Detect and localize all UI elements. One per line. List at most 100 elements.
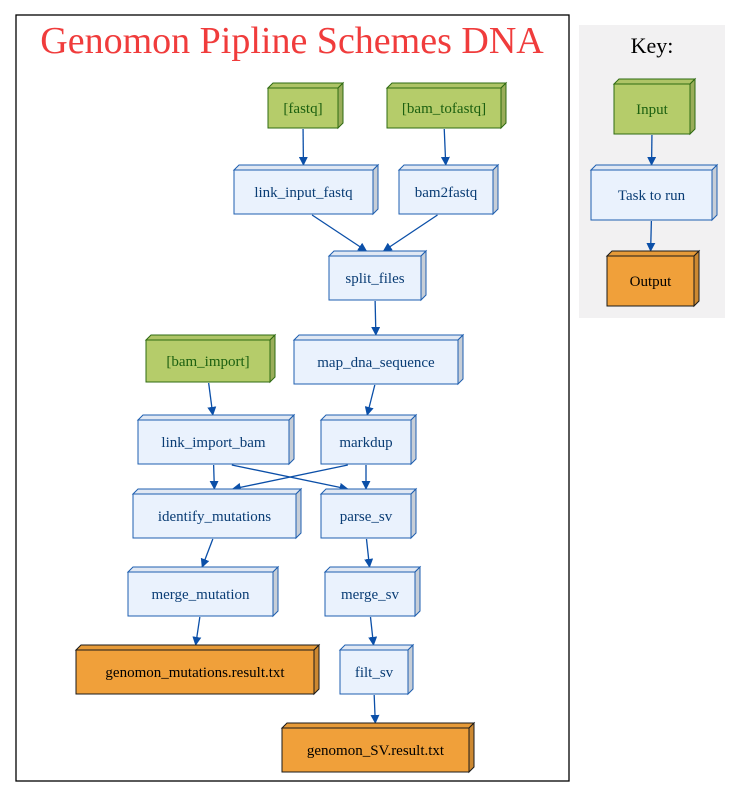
node-parse-sv: parse_sv — [319, 487, 418, 540]
node-key-input: Input — [612, 77, 697, 136]
edge-filt-sv-to-genomon-SV-result — [370, 694, 380, 724]
node-top-face — [232, 164, 380, 171]
node-side-face — [492, 163, 499, 216]
node-front-face — [127, 571, 274, 617]
node-front-face — [328, 255, 422, 301]
node-merge-sv: merge_sv — [323, 565, 422, 618]
node-side-face — [410, 413, 417, 466]
edge-merge-mutation-to-genomon-mutations-result — [192, 616, 202, 646]
node-label: bam2fastq — [415, 185, 478, 201]
node-label: map_dna_sequence — [317, 355, 435, 371]
edge-markdup-to-identify-mutations — [231, 464, 348, 492]
node-label: [fastq] — [283, 101, 322, 117]
edge-bam-tofastq-to-bam2fastq — [440, 128, 450, 166]
node-side-face — [410, 487, 417, 540]
node-label: identify_mutations — [158, 509, 271, 525]
node-label: genomon_mutations.result.txt — [105, 665, 285, 681]
node-top-face — [266, 82, 345, 89]
node-label: Task to run — [618, 188, 686, 204]
edges-layer — [192, 128, 657, 724]
node-side-face — [693, 249, 700, 308]
node-side-face — [457, 333, 464, 386]
node-top-face — [144, 334, 277, 341]
node-top-face — [126, 566, 280, 573]
node-front-face — [320, 493, 412, 539]
node-genomon-mutations-result: genomon_mutations.result.txt — [74, 643, 321, 696]
edge-map-dna-sequence-to-markdup — [364, 384, 376, 416]
node-front-face — [339, 649, 409, 695]
node-fastq: [fastq] — [266, 81, 345, 130]
node-front-face — [137, 419, 290, 465]
node-top-face — [319, 414, 418, 421]
node-side-face — [711, 163, 718, 222]
node-front-face — [386, 87, 502, 129]
node-front-face — [613, 83, 691, 135]
node-side-face — [407, 643, 414, 696]
node-front-face — [398, 169, 494, 215]
node-side-face — [420, 249, 427, 302]
node-front-face — [233, 169, 374, 215]
node-label: Input — [636, 102, 668, 118]
node-identify-mutations: identify_mutations — [131, 487, 303, 540]
edge-merge-sv-to-filt-sv — [368, 616, 378, 646]
key-title: Key: — [631, 33, 674, 58]
node-side-face — [313, 643, 320, 696]
node-front-face — [293, 339, 459, 385]
node-label: [bam_tofastq] — [402, 101, 486, 117]
node-top-face — [338, 644, 415, 651]
node-top-face — [397, 164, 500, 171]
node-bam-import: [bam_import] — [144, 333, 277, 384]
node-top-face — [74, 644, 321, 651]
node-side-face — [414, 565, 421, 618]
node-top-face — [292, 334, 465, 341]
node-side-face — [288, 413, 295, 466]
node-label: Output — [630, 274, 673, 290]
node-top-face — [280, 722, 476, 729]
node-front-face — [75, 649, 315, 695]
node-top-face — [131, 488, 303, 495]
node-genomon-SV-result: genomon_SV.result.txt — [280, 721, 476, 774]
node-front-face — [590, 169, 713, 221]
node-front-face — [606, 255, 695, 307]
diagram-title: Genomon Pipline Schemes DNA — [40, 20, 544, 62]
node-bam2fastq: bam2fastq — [397, 163, 500, 216]
node-front-face — [324, 571, 416, 617]
node-front-face — [320, 419, 412, 465]
node-side-face — [689, 77, 696, 136]
node-top-face — [327, 250, 428, 257]
node-key-output: Output — [605, 249, 701, 308]
node-side-face — [337, 81, 344, 130]
node-side-face — [272, 565, 279, 618]
node-label: markdup — [339, 435, 392, 451]
node-merge-mutation: merge_mutation — [126, 565, 280, 618]
edge-bam2fastq-to-split-files — [382, 214, 438, 252]
node-label: parse_sv — [340, 509, 393, 525]
node-top-face — [136, 414, 296, 421]
edge-split-files-to-map-dna-sequence — [371, 300, 381, 336]
node-front-face — [132, 493, 297, 539]
node-label: link_input_fastq — [254, 185, 353, 201]
node-top-face — [612, 78, 697, 85]
node-side-face — [500, 81, 507, 130]
node-top-face — [323, 566, 422, 573]
node-label: merge_sv — [341, 587, 400, 603]
node-front-face — [145, 339, 271, 383]
node-label: merge_mutation — [151, 587, 250, 603]
node-link-input-fastq: link_input_fastq — [232, 163, 380, 216]
edge-link-input-fastq-to-split-files — [311, 214, 368, 252]
node-key-task: Task to run — [589, 163, 719, 222]
node-label: filt_sv — [355, 665, 394, 681]
edge-identify-mutations-to-merge-mutation — [200, 538, 214, 568]
node-front-face — [267, 87, 339, 129]
node-bam-tofastq: [bam_tofastq] — [385, 81, 508, 130]
node-label: genomon_SV.result.txt — [307, 743, 445, 759]
node-top-face — [605, 250, 701, 257]
edge-bam-import-to-link-import-bam — [207, 382, 217, 416]
edge-link-import-bam-to-identify-mutations — [209, 464, 219, 490]
node-label: [bam_import] — [166, 354, 249, 370]
node-top-face — [385, 82, 508, 89]
node-side-face — [269, 333, 276, 384]
node-filt-sv: filt_sv — [338, 643, 415, 696]
node-label: link_import_bam — [161, 435, 265, 451]
